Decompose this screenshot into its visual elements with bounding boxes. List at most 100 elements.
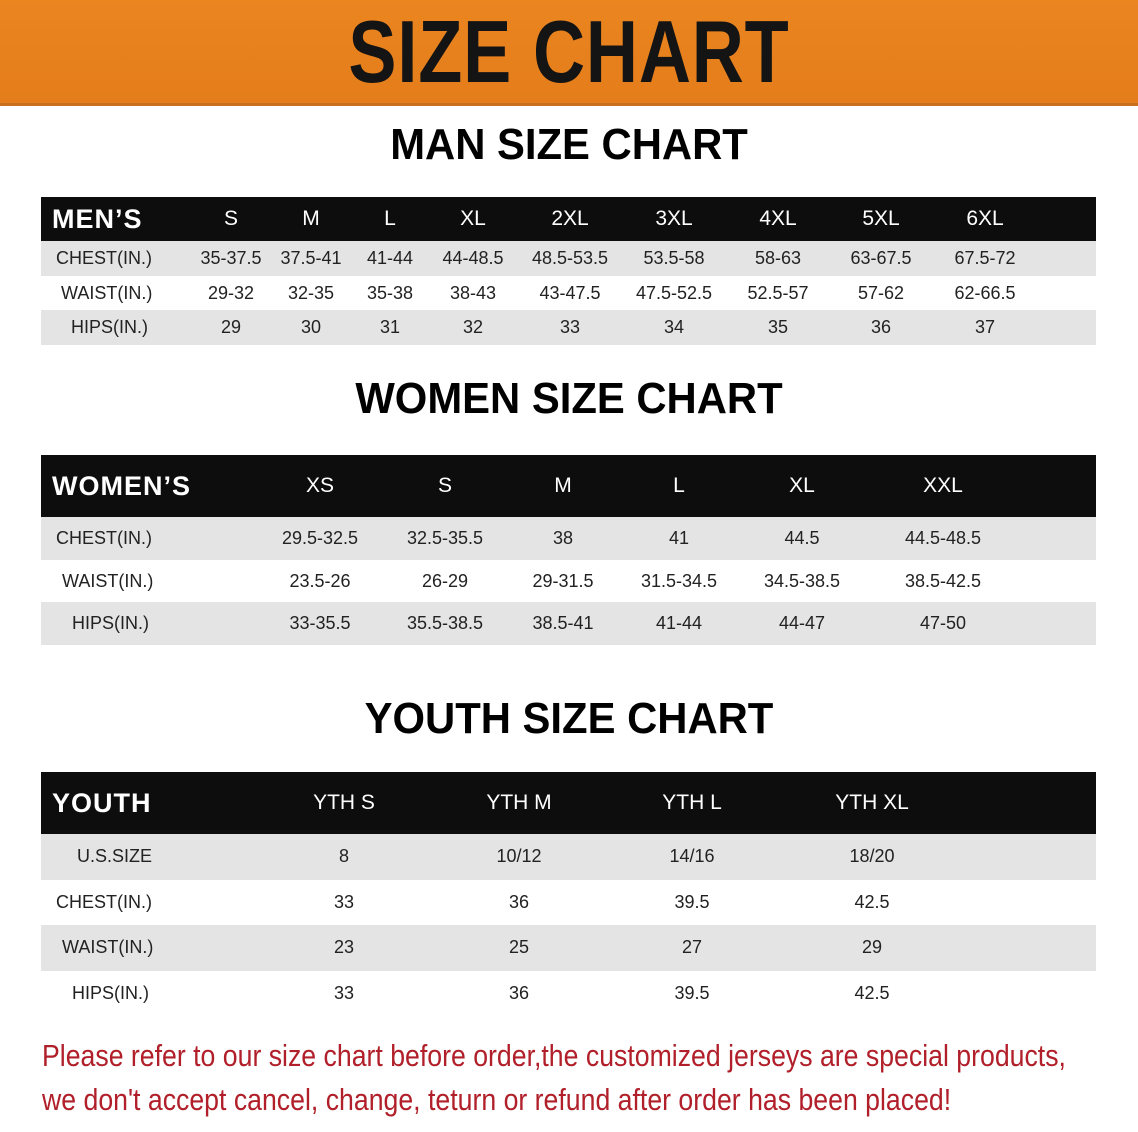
table-row: CHEST(IN.) 33 36 39.5 42.5 — [41, 879, 1096, 925]
table-row: CHEST(IN.) 35-37.5 37.5-41 41-44 44-48.5 48.5… — [41, 241, 1096, 276]
size-header: 3XL — [655, 207, 693, 230]
table-cell: 29-31.5 — [532, 570, 594, 591]
table-cell: 58-63 — [754, 248, 802, 268]
size-header: XL — [460, 207, 486, 230]
table-corner-label: WOMEN’S — [52, 471, 191, 501]
table-cell: 37.5-41 — [280, 248, 342, 268]
youth-size-table: YOUTH YTH S YTH M YTH L YTH XL U.S.SIZE 8 10/12… — [41, 772, 1096, 1016]
table-cell: 41-44 — [655, 613, 703, 633]
table-cell: 44-48.5 — [442, 248, 504, 268]
table-cell: 25 — [508, 937, 530, 957]
table-cell: 38.5-41 — [532, 613, 594, 633]
table-cell: 44.5-48.5 — [904, 528, 982, 548]
table-cell: 23 — [333, 937, 355, 957]
table-cell: 44.5 — [784, 528, 820, 548]
table-corner-label: YOUTH — [52, 788, 152, 818]
table-cell: 62-66.5 — [954, 282, 1016, 303]
banner: SIZE CHART — [0, 0, 1138, 106]
women-size-table: WOMEN’S XS S M L XL XXL CHEST(IN.) 29.5-32.5 32.5… — [41, 455, 1096, 645]
youth-section-title: YOUTH SIZE CHART — [364, 694, 774, 743]
header-row: YOUTH YTH S YTH M YTH L YTH XL — [41, 772, 1096, 834]
table-cell: 47-50 — [919, 613, 967, 633]
table-cell: 35-38 — [366, 282, 414, 303]
table-cell: 18/20 — [849, 846, 895, 866]
size-header: M — [554, 474, 572, 497]
table-cell: 38 — [552, 528, 574, 548]
men-section-title: MAN SIZE CHART — [390, 120, 748, 169]
table-cell: 39.5 — [674, 982, 710, 1003]
size-header: XL — [789, 474, 815, 497]
table-cell: 36 — [870, 317, 892, 337]
row-label: WAIST(IN.) — [62, 570, 154, 591]
size-header: XXL — [923, 474, 963, 497]
size-header: 5XL — [862, 207, 900, 230]
table-corner-label: MEN’S — [52, 204, 143, 234]
banner-title: SIZE CHART — [348, 2, 790, 101]
table-cell: 29 — [861, 937, 883, 957]
table-cell: 67.5-72 — [954, 248, 1016, 268]
table-cell: 63-67.5 — [850, 248, 912, 268]
table-cell: 35-37.5 — [200, 248, 262, 268]
table-cell: 34 — [663, 317, 685, 337]
size-header: YTH XL — [835, 791, 909, 814]
size-header: M — [302, 207, 320, 230]
table-row: HIPS(IN.) 29 30 31 32 33 34 35 36 37 — [41, 310, 1096, 345]
row-label: CHEST(IN.) — [56, 248, 152, 268]
size-header: 6XL — [966, 207, 1004, 230]
table-cell: 33 — [333, 982, 355, 1003]
header-row: WOMEN’S XS S M L XL XXL — [41, 455, 1096, 517]
table-cell: 36 — [508, 891, 530, 912]
size-header: 4XL — [759, 207, 797, 230]
row-label: HIPS(IN.) — [72, 982, 150, 1003]
size-header: S — [437, 474, 453, 497]
table-row: WAIST(IN.) 29-32 32-35 35-38 38-43 43-47.5 47.… — [41, 275, 1096, 310]
table-cell: 42.5 — [854, 891, 890, 912]
table-cell: 36 — [508, 982, 530, 1003]
row-label: WAIST(IN.) — [62, 937, 154, 957]
table-cell: 23.5-26 — [289, 570, 351, 591]
table-row: U.S.SIZE 8 10/12 14/16 18/20 — [41, 834, 1096, 880]
table-row: WAIST(IN.) 23.5-26 26-29 29-31.5 31.5-34.5 34… — [41, 559, 1096, 602]
table-cell: 41 — [668, 528, 690, 548]
table-cell: 27 — [681, 937, 703, 957]
table-cell: 32.5-35.5 — [406, 528, 484, 548]
table-cell: 32-35 — [287, 282, 335, 303]
table-row: WAIST(IN.) 23 25 27 29 — [41, 925, 1096, 971]
table-cell: 38.5-42.5 — [904, 570, 982, 591]
table-cell: 41-44 — [366, 248, 414, 268]
table-cell: 53.5-58 — [643, 248, 705, 268]
size-header: S — [223, 207, 239, 230]
row-label: CHEST(IN.) — [56, 528, 152, 548]
table-cell: 47.5-52.5 — [635, 282, 713, 303]
table-cell: 32 — [462, 317, 484, 337]
women-section-title: WOMEN SIZE CHART — [355, 374, 783, 423]
table-cell: 43-47.5 — [539, 282, 601, 303]
table-cell: 29 — [220, 317, 242, 337]
size-header: 2XL — [551, 207, 589, 230]
men-size-table: MEN’S S M L XL 2XL 3XL 4XL 5XL 6XL CHEST(IN.) 35-37… — [41, 197, 1096, 345]
size-header: YTH S — [313, 791, 375, 814]
table-cell: 31.5-34.5 — [640, 570, 718, 591]
table-cell: 52.5-57 — [747, 282, 809, 303]
table-cell: 33-35.5 — [289, 613, 351, 633]
size-header: XS — [305, 474, 335, 497]
table-cell: 30 — [300, 317, 322, 337]
table-row: HIPS(IN.) 33-35.5 35.5-38.5 38.5-41 41-44 44-… — [41, 602, 1096, 645]
notice-line-2: we don't accept cancel, change, teturn o… — [42, 1082, 952, 1117]
table-cell: 35 — [767, 317, 789, 337]
table-cell: 42.5 — [854, 982, 890, 1003]
table-cell: 31 — [379, 317, 401, 337]
size-header: YTH M — [486, 791, 552, 814]
size-header: L — [384, 207, 396, 230]
table-cell: 33 — [333, 891, 355, 912]
size-header: L — [673, 474, 685, 497]
table-cell: 57-62 — [857, 282, 905, 303]
header-row: MEN’S S M L XL 2XL 3XL 4XL 5XL 6XL — [41, 197, 1096, 241]
table-cell: 33 — [559, 317, 581, 337]
table-cell: 38-43 — [449, 282, 497, 303]
row-label: WAIST(IN.) — [61, 282, 153, 303]
table-cell: 37 — [974, 317, 996, 337]
table-cell: 14/16 — [669, 846, 715, 866]
notice-line-1: Please refer to our size chart before or… — [42, 1038, 1066, 1073]
table-cell: 10/12 — [496, 846, 542, 866]
